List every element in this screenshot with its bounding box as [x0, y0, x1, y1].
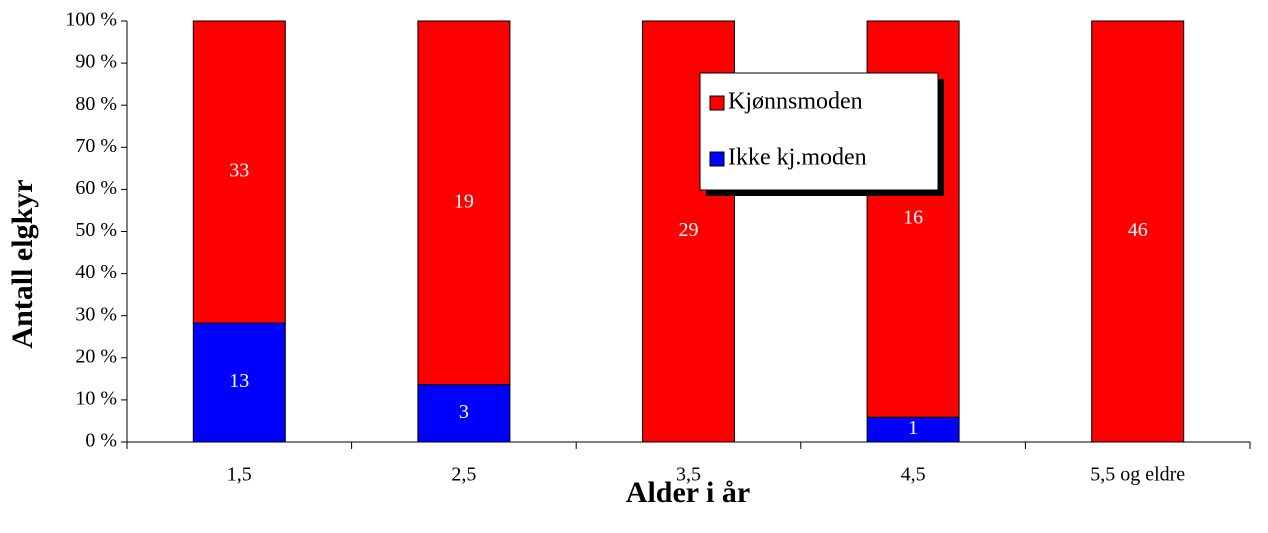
- x-tick-label: 4,5: [901, 464, 926, 486]
- data-label: 13: [229, 370, 249, 392]
- y-tick-label: 20 %: [75, 345, 117, 367]
- data-label: 46: [1128, 219, 1148, 241]
- legend-swatch: [709, 151, 725, 167]
- bar-segment: [192, 20, 286, 324]
- legend-label: Kjønnsmoden: [728, 89, 863, 115]
- y-tick-label: 30 %: [75, 303, 117, 325]
- x-tick-label: 1,5: [227, 464, 252, 486]
- legend-label: Ikke kj.moden: [728, 145, 867, 171]
- bar-segment: [1091, 20, 1185, 443]
- bar-segment: [192, 322, 286, 443]
- data-label: 16: [903, 207, 923, 229]
- x-tick-label: 3,5: [676, 464, 701, 486]
- data-label: 3: [459, 401, 469, 423]
- x-tick-label: 2,5: [451, 464, 476, 486]
- y-tick-label: 90 %: [75, 51, 117, 73]
- y-tick-label: 40 %: [75, 261, 117, 283]
- data-label: 19: [454, 190, 474, 212]
- bar-segment: [417, 384, 511, 443]
- data-label: 33: [229, 160, 249, 182]
- bar-segment: [866, 416, 960, 443]
- y-tick-label: 70 %: [75, 135, 117, 157]
- y-axis-title: Antall elgkyr: [6, 179, 39, 348]
- y-tick-label: 60 %: [75, 177, 117, 199]
- y-tick-label: 0 %: [85, 430, 117, 452]
- y-tick-label: 50 %: [75, 219, 117, 241]
- legend-swatch: [709, 95, 725, 111]
- y-tick-label: 10 %: [75, 387, 117, 409]
- y-tick-label: 100 %: [65, 9, 117, 31]
- legend: [699, 72, 939, 191]
- data-label: 1: [908, 417, 918, 439]
- y-tick-label: 80 %: [75, 93, 117, 115]
- x-axis-title: Alder i år: [626, 476, 750, 509]
- bar-segment: [417, 20, 511, 386]
- x-tick-label: 5,5 og eldre: [1090, 464, 1185, 486]
- data-label: 29: [679, 219, 699, 241]
